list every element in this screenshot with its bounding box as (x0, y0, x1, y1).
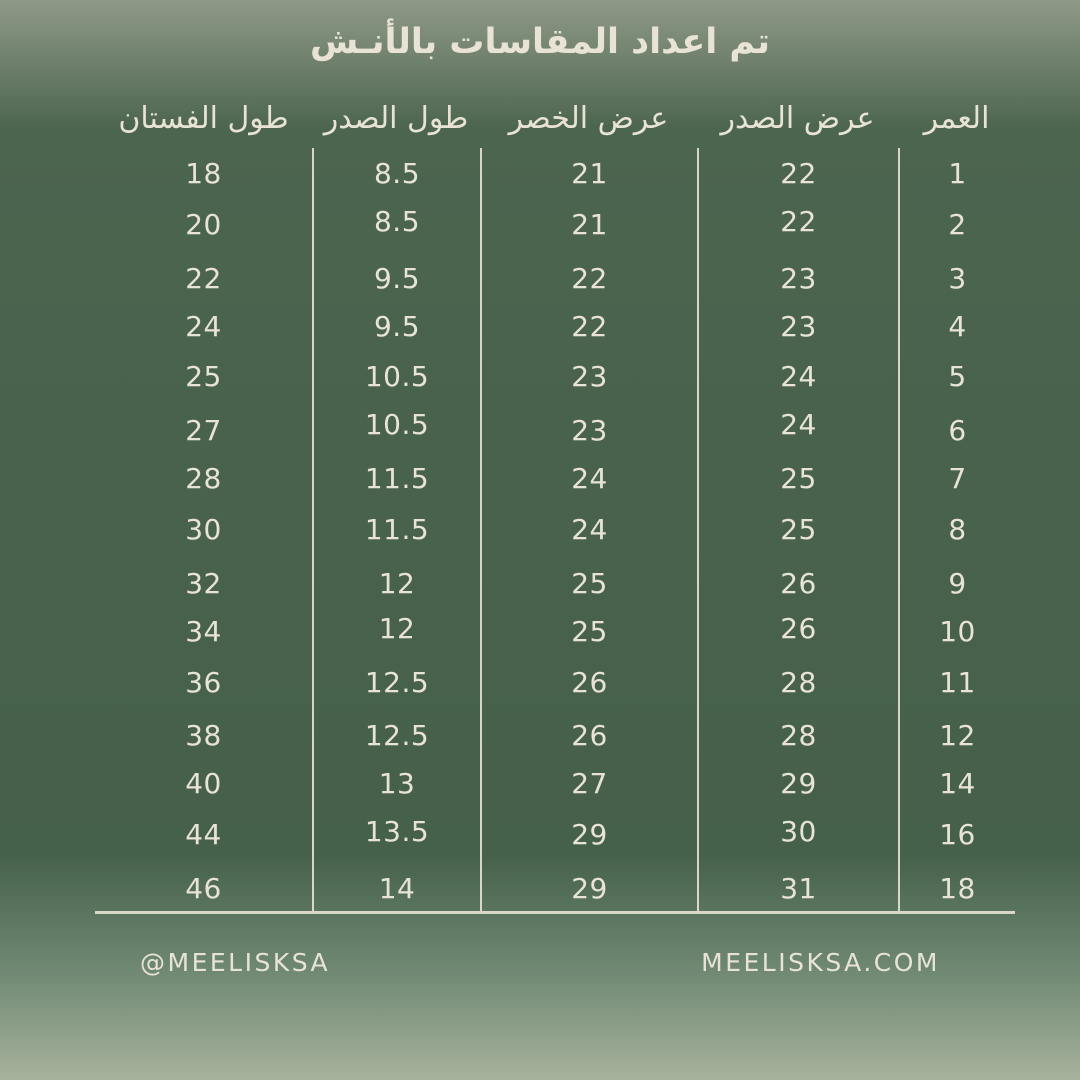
column-header-age: العمر (923, 100, 990, 136)
column-header-chest_width: عرض الصدر (720, 100, 875, 136)
cell-age-12: 14 (939, 767, 976, 801)
cell-dress_length-1: 20 (185, 207, 222, 241)
cell-chest_width-12: 29 (780, 767, 817, 801)
cell-waist_width-2: 22 (571, 261, 608, 295)
footer-website: MEELISKSA.COM (701, 948, 940, 977)
cell-chest_length-9: 12 (378, 611, 416, 645)
column-age: 1 2 3 4 5 6 7 8 9 10 11 12 14 16 18 (898, 148, 1015, 911)
cell-waist_width-8: 25 (571, 566, 608, 600)
page-title: تم اعداد المقاسات بالأنـش (309, 22, 771, 62)
column-chest_length: 8.5 8.5 9.5 9.5 10.5 10.5 11.5 11.5 12 12 12.5 12.5… (312, 148, 480, 911)
cell-dress_length-13: 44 (185, 818, 222, 852)
cell-dress_length-12: 40 (185, 767, 222, 801)
cell-chest_length-4: 10.5 (364, 360, 430, 394)
cell-chest_width-7: 25 (780, 512, 817, 546)
cell-age-4: 5 (948, 360, 967, 394)
column-chest_width: 22 22 23 23 24 24 25 25 26 26 28 28 29 30 31 (697, 148, 898, 911)
cell-waist_width-9: 25 (571, 614, 608, 648)
cell-chest_width-14: 31 (780, 871, 817, 905)
column-waist_width: 21 21 22 22 23 23 24 24 25 25 26 26 27 29 29 (480, 148, 697, 911)
cell-waist_width-1: 21 (571, 207, 608, 241)
cell-chest_width-4: 24 (780, 360, 817, 394)
cell-age-0: 1 (948, 156, 967, 190)
cell-waist_width-14: 29 (571, 871, 608, 905)
cell-chest_width-10: 28 (780, 665, 817, 699)
cell-age-11: 12 (939, 719, 976, 753)
cell-chest_length-2: 9.5 (373, 261, 421, 295)
cell-age-7: 8 (948, 512, 967, 546)
cell-chest_length-6: 11.5 (364, 462, 430, 496)
cell-dress_length-3: 24 (185, 309, 222, 343)
cell-age-6: 7 (948, 462, 967, 496)
cell-dress_length-7: 30 (185, 512, 222, 546)
cell-chest_width-0: 22 (780, 156, 817, 190)
cell-chest_width-5: 24 (780, 408, 817, 442)
cell-dress_length-0: 18 (185, 156, 222, 190)
cell-chest_length-5: 10.5 (364, 408, 430, 442)
cell-age-5: 6 (948, 414, 967, 448)
cell-chest_width-8: 26 (780, 566, 817, 600)
cell-age-8: 9 (948, 566, 967, 600)
cell-chest_width-2: 23 (780, 261, 817, 295)
cell-age-1: 2 (948, 207, 967, 241)
cell-dress_length-9: 34 (185, 614, 222, 648)
cell-chest_width-13: 30 (780, 815, 817, 849)
cell-waist_width-7: 24 (571, 512, 608, 546)
cell-waist_width-5: 23 (571, 414, 608, 448)
cell-chest_length-7: 11.5 (364, 512, 430, 546)
cell-age-14: 18 (939, 871, 976, 905)
column-header-waist_width: عرض الخصر (508, 100, 669, 136)
cell-dress_length-6: 28 (185, 462, 222, 496)
size-table: العمر عرض الصدر عرض الخصر طول الصدر طول الفس… (95, 88, 1015, 914)
cell-chest_width-6: 25 (780, 462, 817, 496)
cell-chest_length-13: 13.5 (364, 815, 430, 849)
cell-waist_width-13: 29 (571, 818, 608, 852)
cell-chest_length-1: 8.5 (373, 204, 421, 238)
cell-dress_length-11: 38 (185, 719, 222, 753)
column-dress_length: 18 20 22 24 25 27 28 30 32 34 36 38 40 44 46 (95, 148, 312, 911)
cell-waist_width-4: 23 (571, 360, 608, 394)
header-row: العمر عرض الصدر عرض الخصر طول الصدر طول الفس… (95, 88, 1015, 148)
cell-waist_width-3: 22 (571, 309, 608, 343)
cell-age-2: 3 (948, 261, 967, 295)
cell-waist_width-10: 26 (571, 665, 608, 699)
cell-chest_length-0: 8.5 (373, 156, 421, 190)
footer-social-handle: @MEELISKSA (140, 948, 331, 977)
cell-waist_width-6: 24 (571, 462, 608, 496)
cell-waist_width-11: 26 (571, 719, 608, 753)
cell-age-10: 11 (939, 665, 976, 699)
cell-chest_width-1: 22 (780, 204, 817, 238)
cell-age-3: 4 (948, 309, 967, 343)
table-body: 1 2 3 4 5 6 7 8 9 10 11 12 14 16 18 22 22 23 23 24 24 25 25 26 2… (95, 148, 1015, 914)
cell-dress_length-5: 27 (185, 414, 222, 448)
cell-waist_width-12: 27 (571, 767, 608, 801)
cell-chest_width-11: 28 (780, 719, 817, 753)
column-header-dress_length: طول الفستان (118, 100, 289, 136)
cell-chest_length-10: 12.5 (364, 665, 430, 699)
cell-chest_length-11: 12.5 (364, 719, 430, 753)
cell-chest_width-9: 26 (780, 611, 817, 645)
cell-dress_length-2: 22 (185, 261, 222, 295)
cell-dress_length-14: 46 (185, 871, 222, 905)
cell-age-13: 16 (939, 818, 976, 852)
column-header-chest_length: طول الصدر (323, 100, 469, 136)
cell-chest_width-3: 23 (780, 309, 817, 343)
cell-dress_length-10: 36 (185, 665, 222, 699)
footer: @MEELISKSA MEELISKSA.COM (0, 948, 1080, 977)
cell-waist_width-0: 21 (571, 156, 608, 190)
cell-chest_length-3: 9.5 (373, 309, 421, 343)
cell-age-9: 10 (939, 614, 976, 648)
cell-dress_length-4: 25 (185, 360, 222, 394)
cell-chest_length-8: 12 (378, 566, 416, 600)
cell-chest_length-14: 14 (378, 871, 416, 905)
cell-chest_length-12: 13 (378, 767, 416, 801)
cell-dress_length-8: 32 (185, 566, 222, 600)
